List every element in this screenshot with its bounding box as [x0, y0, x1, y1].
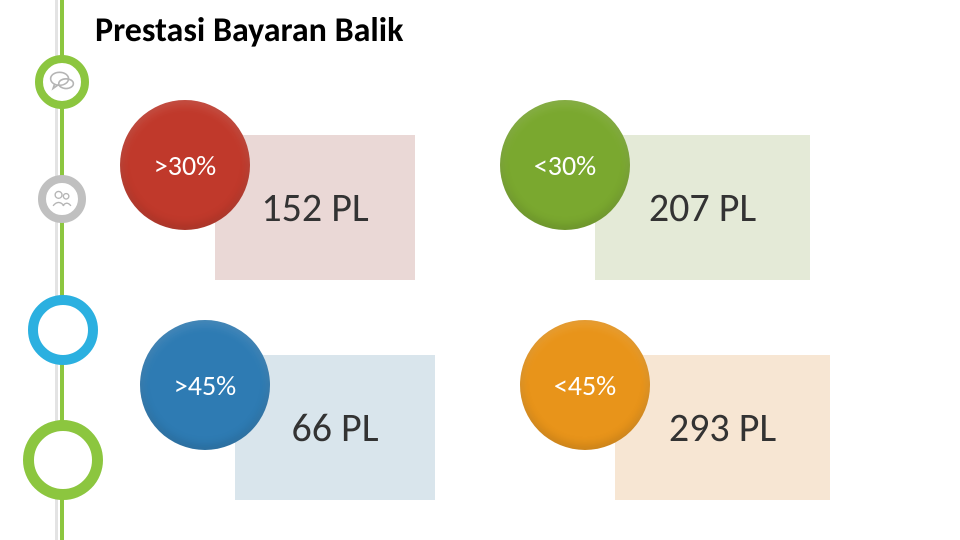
- page-title: Prestasi Bayaran Balik: [95, 10, 403, 51]
- card-value: 66 PL: [291, 403, 378, 452]
- users-icon: [46, 183, 78, 215]
- card-value: 293 PL: [669, 403, 776, 452]
- card-circle: <30%: [500, 100, 630, 230]
- rail-node-users: [38, 175, 86, 223]
- rail-node-green: [23, 420, 103, 500]
- rail-node-blue: [28, 295, 98, 365]
- card-circle: <45%: [520, 320, 650, 450]
- card-value: 152 PL: [261, 183, 368, 232]
- card-circle-label: >30%: [154, 148, 216, 183]
- chat-icon: [43, 63, 81, 101]
- card-circle: >30%: [120, 100, 250, 230]
- card-circle-label: >45%: [174, 368, 236, 403]
- card-value: 207 PL: [649, 183, 756, 232]
- slide: Prestasi Bayaran Balik 152 PL >30% 207 P…: [0, 0, 960, 540]
- rail-node-chat: [35, 55, 89, 109]
- card-circle-label: <45%: [554, 368, 616, 403]
- card-circle-label: <30%: [534, 148, 596, 183]
- card-circle: >45%: [140, 320, 270, 450]
